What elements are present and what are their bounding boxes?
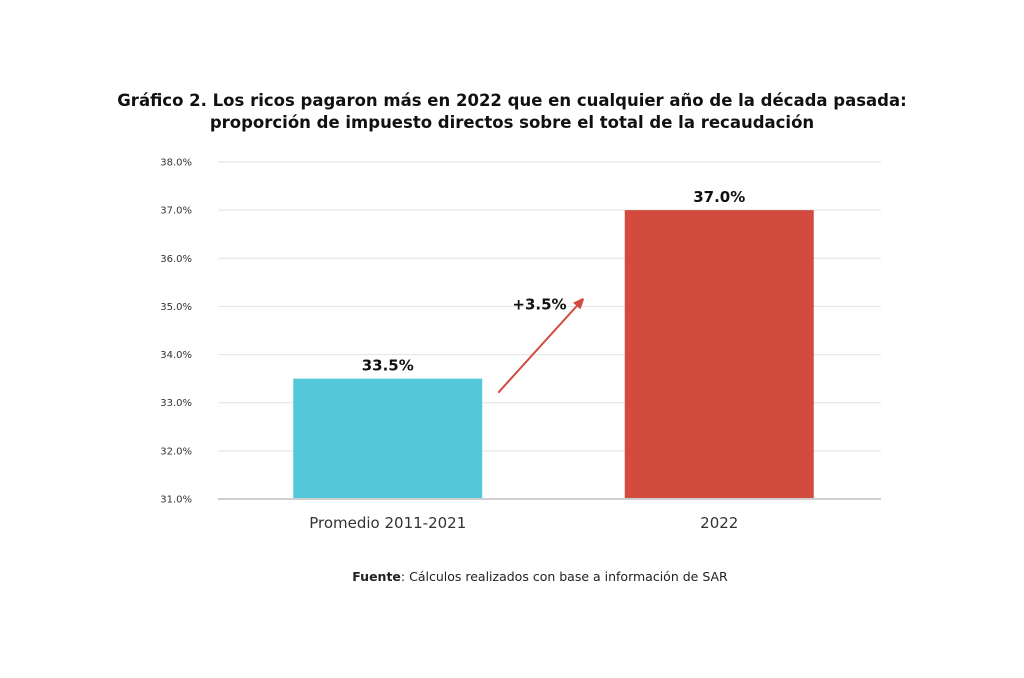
y-tick-label: 35.0% [160, 302, 192, 313]
chart-title-line-1: Gráfico 2. Los ricos pagaron más en 2022… [117, 91, 907, 110]
change-annotation: +3.5% [497, 296, 581, 394]
change-label: +3.5% [512, 296, 566, 314]
source-label: Fuente [352, 569, 401, 584]
source-text: : Cálculos realizados con base a informa… [400, 569, 728, 584]
y-tick-label: 37.0% [160, 206, 192, 217]
chart-title-line-2: proporción de impuesto directos sobre el… [209, 113, 815, 132]
x-tick-label: 2022 [700, 514, 738, 532]
bar-value-label: 37.0% [693, 188, 745, 206]
y-axis-ticks: 31.0% 32.0% 33.0% 34.0% 35.0% 36.0% 37.0% 38.0% [160, 158, 192, 506]
data-labels: 33.5% 37.0% [362, 188, 746, 375]
y-tick-label: 31.0% [160, 495, 192, 506]
y-tick-label: 34.0% [160, 350, 192, 361]
chart-title: Gráfico 2. Los ricos pagaron más en 2022… [0, 90, 1024, 134]
y-tick-label: 38.0% [160, 158, 192, 169]
bar-1 [624, 210, 814, 498]
bar-0 [293, 378, 483, 498]
increase-arrow [497, 302, 581, 394]
x-axis-labels: Promedio 2011-2021 2022 [309, 514, 738, 532]
bars [293, 210, 814, 498]
x-tick-label: Promedio 2011-2021 [309, 514, 466, 532]
y-tick-label: 36.0% [160, 254, 192, 265]
source-note: Fuente: Cálculos realizados con base a i… [0, 569, 1024, 584]
y-tick-label: 33.0% [160, 398, 192, 409]
y-tick-label: 32.0% [160, 446, 192, 457]
bar-value-label: 33.5% [362, 357, 414, 375]
